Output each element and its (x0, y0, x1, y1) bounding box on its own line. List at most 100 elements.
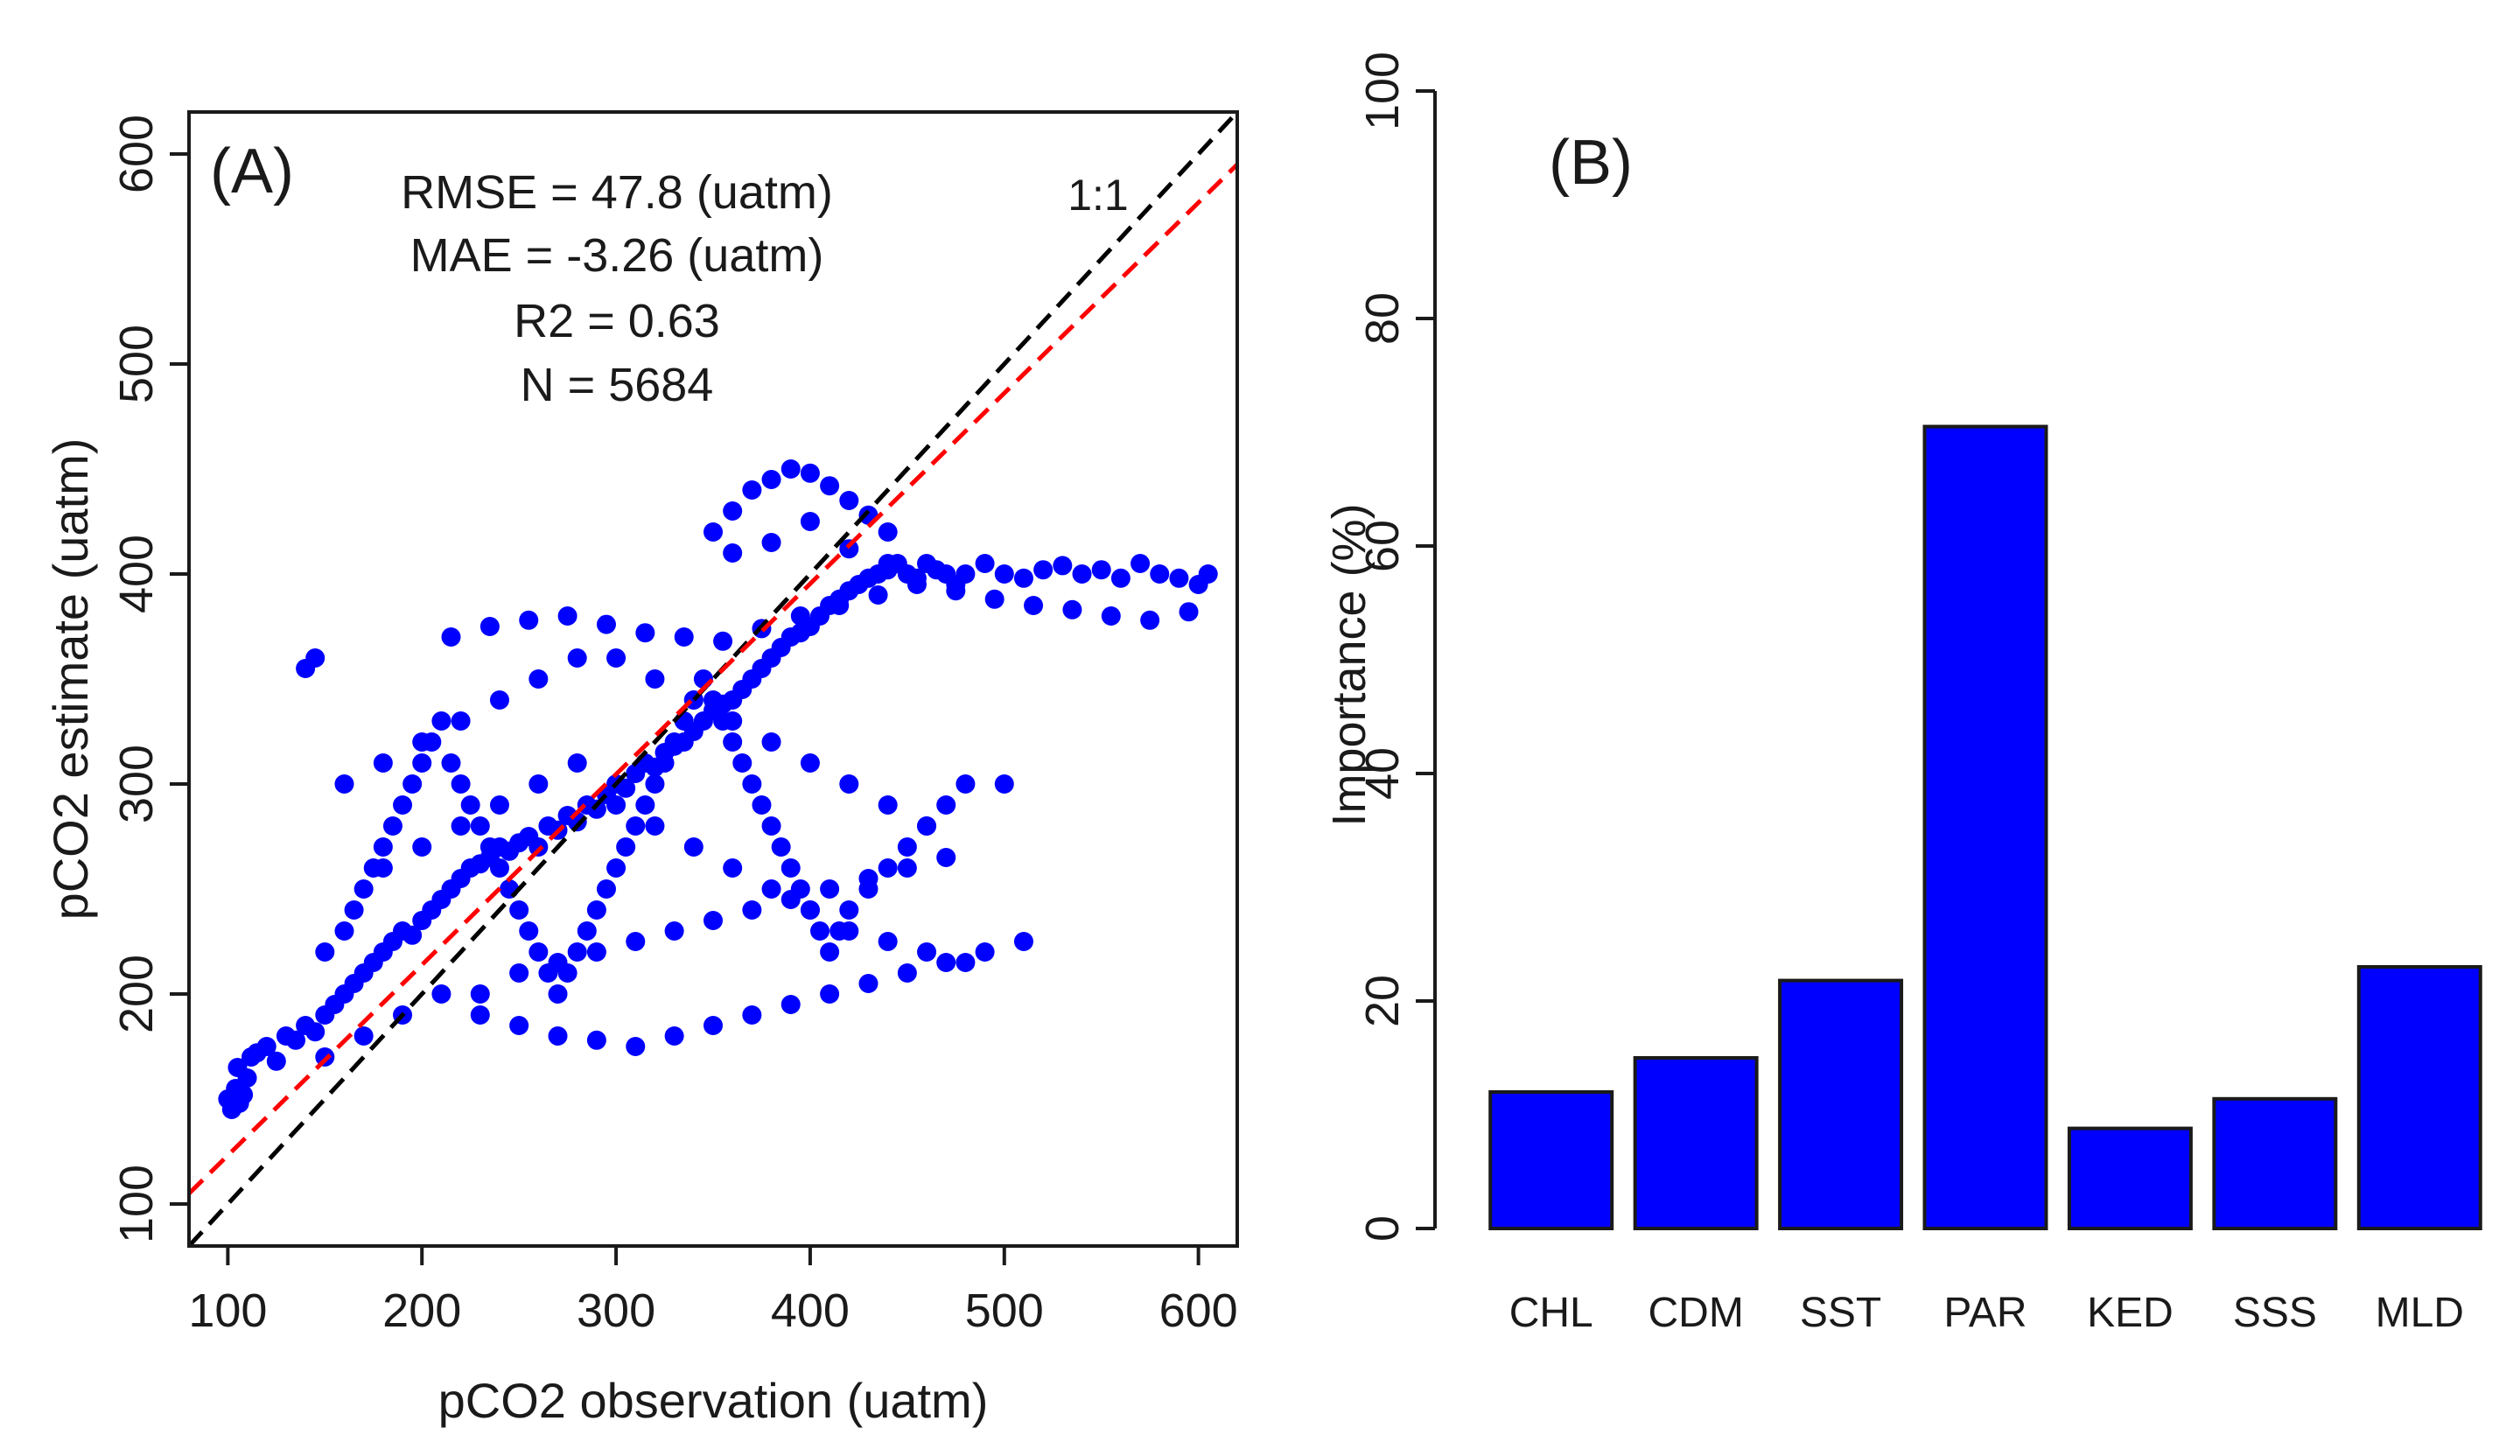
scatter-point (946, 581, 966, 601)
scatter-point (878, 554, 898, 573)
scatter-point (616, 778, 636, 798)
scatter-point (906, 575, 927, 594)
scatter-point (839, 921, 859, 941)
scatter-point (382, 816, 402, 836)
scatter-panel-a: 100 200 300 400 500 600 100 200 300 400 500 600 (A… (43, 110, 1239, 1428)
scatter-point (354, 1026, 374, 1046)
x-tick-label: 600 (1159, 1284, 1238, 1337)
scatter-point (626, 932, 646, 951)
scatter-point (1072, 564, 1092, 584)
scatter-point (480, 617, 500, 636)
scatter-point (975, 942, 995, 962)
scatter-point (820, 942, 840, 962)
scatter-point (431, 984, 452, 1004)
bar-ked (2067, 1126, 2193, 1230)
scatter-point (771, 837, 791, 857)
scatter-point (752, 795, 772, 815)
scatter-point (664, 921, 684, 941)
scatter-point (800, 463, 820, 483)
y-tick-label: 100 (110, 1165, 163, 1243)
scatter-point (742, 480, 762, 500)
x-axis-title-a: pCO2 observation (uatm) (438, 1373, 989, 1428)
category-label: KED (2087, 1290, 2174, 1336)
scatter-point (1179, 602, 1199, 622)
y-axis-title-a: pCO2 estimate (uatm) (43, 438, 98, 920)
category-label: CDM (1648, 1290, 1743, 1336)
scatter-point (800, 900, 820, 920)
scatter-point (984, 589, 1004, 609)
bar-chl (1488, 1090, 1614, 1230)
y-tick-label: 40 (1356, 747, 1409, 800)
scatter-point (489, 690, 509, 710)
scatter-point (606, 795, 626, 815)
scatter-point (674, 627, 694, 647)
scatter-point (1198, 564, 1218, 584)
scatter-point (548, 953, 568, 972)
scatter-point (761, 816, 781, 836)
scatter-point (586, 799, 606, 819)
scatter-point (810, 921, 830, 941)
x-axis-a: 100 200 300 400 500 600 (188, 1246, 1238, 1337)
scatter-point (412, 732, 432, 752)
scatter-point (936, 795, 956, 815)
y-tick-label: 200 (110, 955, 163, 1033)
one-to-one-line (189, 112, 1237, 1246)
y-axis-b: 0 20 40 60 80 100 (1356, 52, 1437, 1242)
bar-mld (2356, 965, 2482, 1230)
scatter-point (878, 522, 898, 542)
scatter-point (897, 858, 917, 878)
scatter-point (234, 1085, 254, 1105)
scatter-point (820, 984, 840, 1004)
scatter-point (936, 848, 956, 867)
plot-frame-a (187, 110, 1239, 1248)
scatter-point (761, 879, 781, 899)
reference-lines (189, 112, 1237, 1246)
scatter-point (704, 911, 723, 930)
scatter-point (839, 774, 859, 794)
scatter-point (412, 753, 432, 773)
y-axis-title-b: Importance (%) (1323, 503, 1376, 826)
scatter-point (723, 543, 743, 563)
scatter-point (548, 984, 568, 1004)
scatter-point (1130, 554, 1151, 573)
y-tick-label: 100 (1356, 52, 1409, 130)
y-tick-label: 500 (110, 325, 163, 403)
scatter-point (431, 711, 452, 731)
panel-label-a: (A) (210, 136, 294, 206)
x-tick-label: 300 (577, 1284, 655, 1337)
scatter-point (839, 539, 859, 559)
scatter-point (723, 732, 743, 752)
category-label: MLD (2376, 1290, 2464, 1336)
scatter-point (878, 932, 898, 951)
scatter-point (704, 1016, 723, 1035)
scatter-point (393, 795, 413, 815)
scatter-point (402, 925, 423, 945)
scatter-point (616, 837, 636, 857)
x-tick-label: 500 (965, 1284, 1044, 1337)
scatter-point (761, 533, 781, 552)
scatter-point (645, 774, 665, 794)
scatter-point (1013, 932, 1033, 951)
stat-r2: R2 = 0.63 (514, 295, 720, 347)
scatter-point (334, 921, 354, 941)
scatter-point (704, 522, 723, 542)
scatter-point (256, 1037, 276, 1056)
scatter-point (626, 1037, 646, 1056)
scatter-point (790, 606, 810, 626)
scatter-point (1101, 606, 1121, 626)
y-tick-label: 0 (1356, 1215, 1409, 1242)
scatter-point (820, 476, 840, 496)
scatter-point (830, 596, 850, 615)
bar-sss (2212, 1096, 2338, 1231)
scatter-point (528, 669, 549, 689)
scatter-point (509, 1016, 529, 1035)
scatter-point (586, 1030, 606, 1050)
bar-par (1922, 424, 2048, 1230)
scatter-point (858, 869, 878, 888)
scatter-point (373, 753, 393, 773)
x-axis-b: CHL CDM SST PAR KED SSS MLD (1509, 1290, 2464, 1336)
scatter-point (586, 900, 606, 920)
bar-panel-b: CHL CDM SST PAR KED SSS MLD 0 20 40 60 80 100 (B) I… (1323, 52, 2482, 1336)
scatter-point (567, 942, 587, 962)
